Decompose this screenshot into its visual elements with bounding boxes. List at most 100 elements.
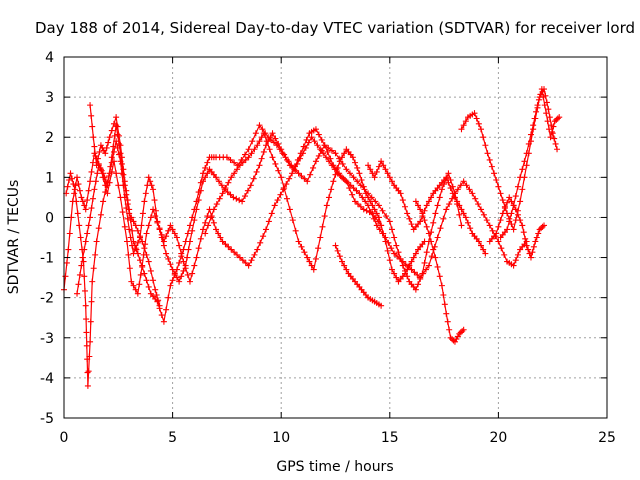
data-point (87, 338, 94, 345)
data-point (137, 271, 144, 278)
data-point (497, 217, 504, 224)
data-point (482, 250, 489, 257)
data-point (165, 255, 172, 262)
data-point (184, 230, 191, 237)
data-point (449, 195, 456, 202)
data-point (83, 316, 90, 323)
data-point (286, 206, 293, 213)
data-point (312, 255, 319, 262)
data-point (126, 210, 133, 217)
data-point (139, 263, 146, 270)
data-point (367, 198, 374, 205)
data-point (251, 146, 258, 153)
series-trace-b (63, 126, 530, 389)
series-line (89, 105, 382, 323)
data-point (131, 242, 138, 249)
data-point (150, 277, 157, 284)
data-point (312, 158, 319, 165)
data-point (213, 226, 220, 233)
data-point (89, 123, 96, 130)
data-point (517, 217, 524, 224)
data-point (510, 202, 517, 209)
data-point (451, 338, 458, 345)
series-line (63, 132, 463, 295)
data-point (334, 247, 341, 254)
data-point (412, 198, 419, 205)
data-point (70, 181, 77, 188)
data-point (130, 238, 137, 245)
data-point (533, 234, 540, 241)
y-tick-label: -1 (40, 251, 54, 267)
data-point (314, 142, 321, 149)
data-point (219, 238, 226, 245)
data-point (97, 164, 104, 171)
data-point (281, 185, 288, 192)
data-point (143, 277, 150, 284)
data-point (486, 222, 493, 229)
data-point (231, 159, 238, 166)
data-point (242, 151, 248, 158)
data-point (85, 222, 92, 229)
data-point (272, 135, 279, 142)
data-point (225, 243, 232, 250)
data-point (454, 198, 461, 205)
data-point (531, 115, 538, 122)
data-point (88, 112, 95, 119)
data-point (506, 194, 513, 201)
data-point (546, 126, 553, 133)
series-line (334, 245, 382, 307)
data-point (197, 235, 204, 242)
data-point (446, 201, 453, 208)
data-point (78, 194, 85, 201)
data-point (388, 178, 395, 185)
data-point (202, 174, 209, 181)
data-point (269, 154, 276, 161)
data-point (475, 238, 482, 245)
data-point (150, 206, 157, 213)
data-point (154, 218, 161, 225)
data-point (336, 158, 343, 165)
y-tick-label: -3 (40, 331, 54, 347)
data-point (245, 262, 252, 269)
data-point (321, 142, 328, 149)
data-point (417, 206, 424, 213)
data-point (202, 230, 209, 237)
data-point (356, 190, 363, 197)
data-point (297, 155, 304, 162)
data-point (394, 253, 401, 260)
data-point (304, 254, 311, 261)
data-point (283, 181, 290, 188)
data-point (373, 168, 380, 175)
data-point (540, 94, 547, 101)
data-point (475, 120, 482, 127)
data-point (325, 158, 332, 165)
data-point (167, 222, 174, 229)
data-point (353, 187, 360, 194)
data-point (421, 259, 428, 266)
data-point (323, 202, 330, 209)
data-point (543, 110, 550, 117)
data-point (508, 210, 515, 217)
data-point (110, 143, 117, 150)
data-point (268, 136, 275, 143)
data-point (380, 230, 387, 237)
data-point (276, 146, 283, 153)
data-point (260, 148, 267, 155)
x-axis-label: GPS time / hours (276, 459, 393, 475)
data-point (84, 230, 91, 237)
data-point (253, 168, 260, 175)
data-point (271, 202, 278, 209)
data-point (274, 197, 281, 204)
data-point (404, 266, 411, 273)
data-point (147, 214, 154, 221)
data-point (310, 266, 317, 273)
data-point (478, 126, 485, 133)
data-point (176, 242, 183, 249)
data-point (529, 249, 536, 256)
data-point (66, 177, 73, 184)
data-point (305, 139, 312, 146)
data-point (160, 318, 167, 325)
data-point (147, 178, 154, 185)
data-point (535, 96, 542, 103)
